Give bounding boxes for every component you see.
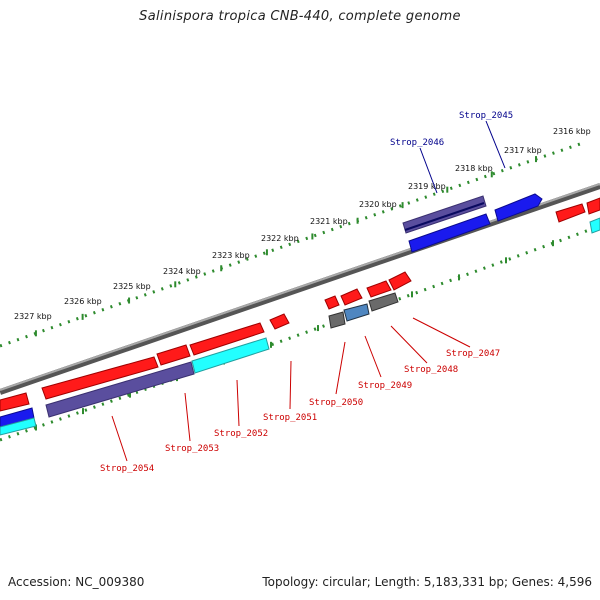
gene-strop-2047[interactable] bbox=[388, 271, 412, 291]
gene-strop-2045[interactable] bbox=[494, 193, 543, 222]
gene-strop-2048[interactable] bbox=[366, 280, 392, 298]
label-strop-2054: Strop_2054 bbox=[100, 464, 154, 474]
gene-strop-2050[interactable] bbox=[324, 295, 340, 310]
ruler-label-2317: 2317 kbp bbox=[504, 146, 542, 155]
label-strop-2045: Strop_2045 bbox=[459, 111, 513, 121]
ruler-label-2316: 2316 kbp bbox=[553, 127, 591, 136]
ruler-label-2321: 2321 kbp bbox=[310, 217, 348, 226]
gene-strop-2048-gray[interactable] bbox=[368, 292, 399, 312]
gene-strop-2049[interactable] bbox=[340, 288, 363, 306]
genome-summary-text: Topology: circular; Length: 5,183,331 bp… bbox=[262, 575, 592, 589]
reverse-callouts bbox=[111, 317, 471, 462]
outer-ruler bbox=[0, 142, 581, 348]
ruler-label-2323: 2323 kbp bbox=[212, 251, 250, 260]
forward-genes bbox=[402, 193, 600, 253]
label-strop-2046: Strop_2046 bbox=[390, 138, 444, 148]
gene-cyan-left[interactable] bbox=[0, 417, 37, 436]
label-strop-2048: Strop_2048 bbox=[404, 365, 458, 375]
label-strop-2052: Strop_2052 bbox=[214, 429, 268, 439]
ruler-label-2326: 2326 kbp bbox=[64, 297, 102, 306]
gene-strop-2051[interactable] bbox=[269, 313, 290, 330]
ruler-label-2319: 2319 kbp bbox=[408, 182, 446, 191]
ruler-label-2327: 2327 kbp bbox=[14, 312, 52, 321]
gene-red-forward-b[interactable] bbox=[586, 197, 600, 215]
label-strop-2050: Strop_2050 bbox=[309, 398, 363, 408]
map-title: Salinispora tropica CNB-440, complete ge… bbox=[139, 9, 461, 24]
gene-red-left[interactable] bbox=[0, 392, 30, 412]
label-strop-2047: Strop_2047 bbox=[446, 349, 500, 359]
label-strop-2053: Strop_2053 bbox=[165, 444, 219, 454]
inner-ruler bbox=[0, 224, 600, 442]
forward-callouts: Strop_2045 Strop_2046 bbox=[390, 111, 513, 194]
gene-strop-2054[interactable] bbox=[41, 356, 159, 400]
reverse-labels: Strop_2047 Strop_2048 Strop_2049 Strop_2… bbox=[100, 349, 500, 474]
gene-strop-2052[interactable] bbox=[189, 322, 265, 356]
label-strop-2051: Strop_2051 bbox=[263, 413, 317, 423]
gene-strop-2053-purple[interactable] bbox=[45, 361, 195, 418]
genome-map: 2316 kbp 2317 kbp 2318 kbp 2319 kbp 2320… bbox=[0, 111, 600, 474]
gene-strop-2049-steel[interactable] bbox=[343, 303, 370, 322]
gene-blue-forward-b[interactable] bbox=[408, 213, 491, 253]
ruler-labels: 2316 kbp 2317 kbp 2318 kbp 2319 kbp 2320… bbox=[14, 127, 591, 321]
ruler-label-2325: 2325 kbp bbox=[113, 282, 151, 291]
ruler-label-2324: 2324 kbp bbox=[163, 267, 201, 276]
ruler-label-2320: 2320 kbp bbox=[359, 200, 397, 209]
gene-strop-2050-gray[interactable] bbox=[328, 311, 346, 329]
gene-cyan-forward[interactable] bbox=[589, 217, 600, 234]
gene-strop-2052-cyan[interactable] bbox=[191, 337, 270, 374]
ruler-label-2322: 2322 kbp bbox=[261, 234, 299, 243]
gene-red-forward-a[interactable] bbox=[555, 203, 586, 223]
reverse-genes bbox=[0, 271, 412, 436]
label-strop-2049: Strop_2049 bbox=[358, 381, 412, 391]
gene-strop-2053[interactable] bbox=[156, 344, 191, 366]
accession-text: Accession: NC_009380 bbox=[8, 575, 145, 589]
ruler-label-2318: 2318 kbp bbox=[455, 164, 493, 173]
